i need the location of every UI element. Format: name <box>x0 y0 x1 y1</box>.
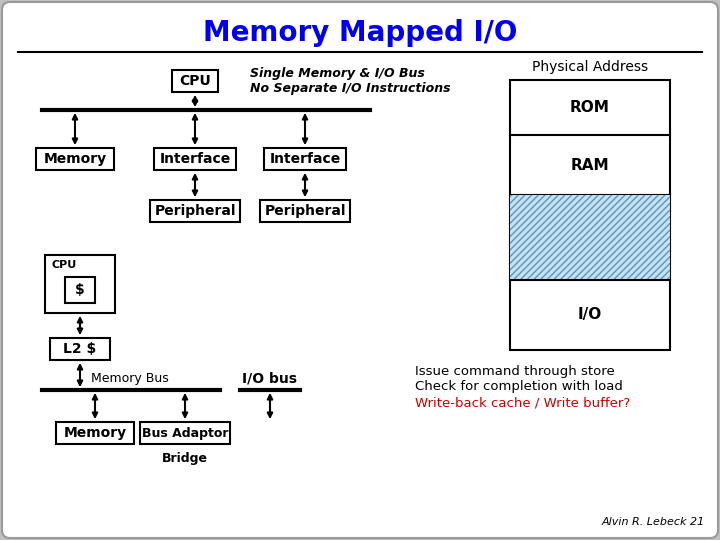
Text: Alvin R. Lebeck 21: Alvin R. Lebeck 21 <box>602 517 705 527</box>
Bar <box>264 148 346 170</box>
Bar <box>150 200 240 222</box>
Bar <box>36 148 114 170</box>
Bar <box>56 422 134 444</box>
Bar <box>260 200 350 222</box>
Text: Peripheral: Peripheral <box>154 204 235 218</box>
Text: CPU: CPU <box>179 74 211 88</box>
Bar <box>510 80 670 350</box>
Text: Physical Address: Physical Address <box>532 60 648 74</box>
Text: RAM: RAM <box>571 158 609 172</box>
Bar <box>154 148 236 170</box>
Text: Bridge: Bridge <box>162 452 208 465</box>
Text: I/O: I/O <box>578 307 602 322</box>
Text: Interface: Interface <box>159 152 230 166</box>
Text: CPU: CPU <box>51 260 76 270</box>
Bar <box>65 277 95 303</box>
Text: $: $ <box>75 283 85 297</box>
Bar <box>45 255 115 313</box>
Text: Issue command through store
Check for completion with load: Issue command through store Check for co… <box>415 365 623 393</box>
Text: L2 $: L2 $ <box>63 342 96 356</box>
Text: Write-back cache / Write buffer?: Write-back cache / Write buffer? <box>415 397 630 410</box>
Text: Memory Mapped I/O: Memory Mapped I/O <box>203 19 517 47</box>
Text: Memory: Memory <box>43 152 107 166</box>
Bar <box>172 70 218 92</box>
Bar <box>50 338 110 360</box>
Text: Memory: Memory <box>63 426 127 440</box>
Text: ROM: ROM <box>570 100 610 115</box>
Bar <box>510 195 670 280</box>
Text: Single Memory & I/O Bus
No Separate I/O Instructions: Single Memory & I/O Bus No Separate I/O … <box>250 67 451 95</box>
Text: Bus Adaptor: Bus Adaptor <box>142 427 228 440</box>
Bar <box>140 422 230 444</box>
Text: Memory Bus: Memory Bus <box>91 372 169 385</box>
Text: I/O bus: I/O bus <box>243 371 297 385</box>
Text: Interface: Interface <box>269 152 341 166</box>
Text: Peripheral: Peripheral <box>264 204 346 218</box>
